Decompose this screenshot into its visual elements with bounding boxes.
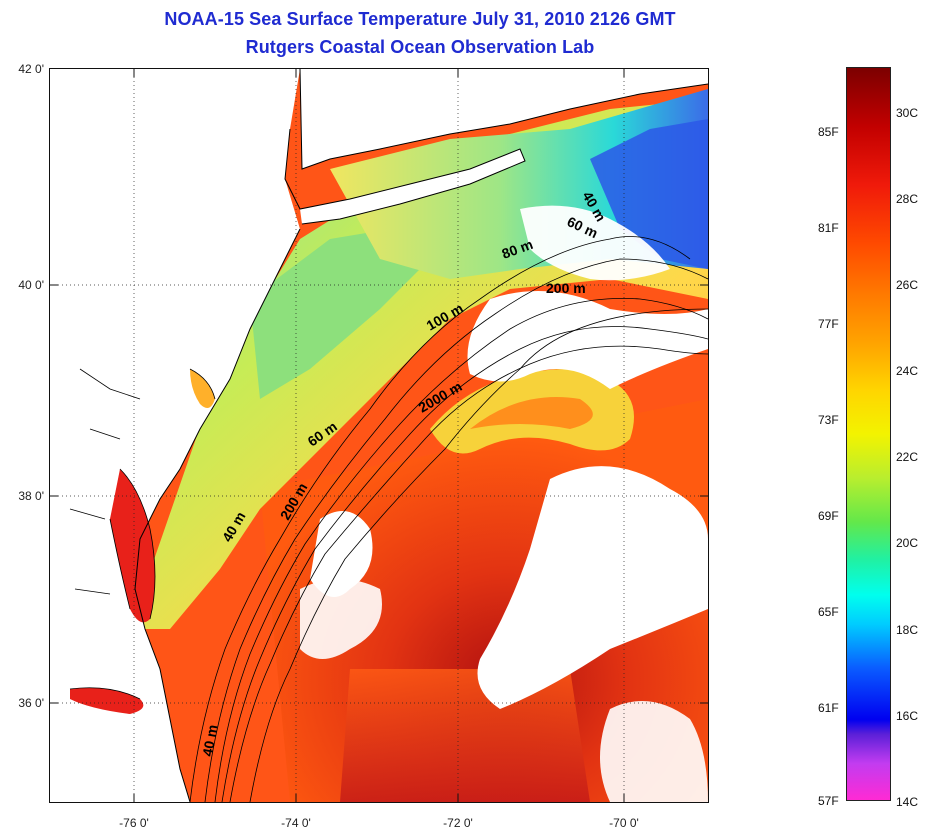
contour-label-south-40m: 40 m	[199, 723, 220, 757]
coastline	[134, 69, 708, 802]
cb-label-24C: 24C	[896, 364, 919, 378]
cb-label-77F: 77F	[818, 317, 839, 331]
sst-chesapeake-bay	[110, 469, 155, 623]
cb-label-28C: 28C	[896, 192, 919, 206]
cb-label-18C: 18C	[896, 623, 919, 637]
contour-200m	[229, 345, 708, 802]
sst-southern-hot-patch	[340, 669, 590, 802]
frame-ticks	[50, 69, 708, 802]
lon-label-74: -74 0'	[281, 816, 311, 830]
cb-label-65F: 65F	[818, 605, 839, 619]
lat-label-42: 42 0'	[18, 62, 44, 76]
sst-nj-shelf-green	[250, 229, 430, 399]
sst-pamlico-sound	[70, 687, 144, 714]
contour-100m	[221, 326, 708, 802]
lon-label-70: -70 0'	[609, 816, 639, 830]
lat-label-40: 40 0'	[18, 278, 44, 292]
bathymetry-contours	[189, 236, 708, 802]
cloud-mask-east	[477, 466, 708, 709]
lon-label-72: -72 0'	[443, 816, 473, 830]
cb-label-69F: 69F	[818, 509, 839, 523]
colorbar-gradient	[846, 67, 891, 801]
coastline-detail	[69, 368, 216, 700]
cb-label-85F: 85F	[818, 125, 839, 139]
contour-40m	[189, 236, 691, 802]
lat-label-36: 36 0'	[18, 696, 44, 710]
cb-label-73F: 73F	[818, 413, 839, 427]
cb-label-57F: 57F	[818, 794, 839, 808]
contour-label-north-200m: 200 m	[546, 280, 586, 296]
land-long-island	[300, 149, 525, 224]
cb-label-30C: 30C	[896, 106, 919, 120]
sst-delaware-bay	[190, 369, 215, 408]
contour-2000m	[249, 308, 708, 802]
map-subtitle: Rutgers Coastal Ocean Observation Lab	[245, 37, 595, 57]
cloud-mask-shelf	[520, 205, 670, 281]
cloud-mask-south-east	[600, 701, 708, 802]
temperature-colorbar	[846, 67, 891, 801]
cloud-mask-north	[467, 291, 708, 389]
cb-label-81F: 81F	[818, 221, 839, 235]
lat-label-38: 38 0'	[18, 489, 44, 503]
cb-label-16C: 16C	[896, 709, 919, 723]
sst-map-svg: 40 m 60 m 80 m 200 m 100 m 2000 m 60 m 4…	[50, 69, 708, 802]
sst-gulf-of-maine-cold	[590, 119, 708, 269]
sst-map: 40 m 60 m 80 m 200 m 100 m 2000 m 60 m 4…	[49, 68, 709, 803]
graticule	[50, 69, 708, 802]
cb-label-61F: 61F	[818, 701, 839, 715]
lon-label-76: -76 0'	[119, 816, 149, 830]
cb-label-20C: 20C	[896, 536, 919, 550]
contour-60m	[204, 258, 708, 802]
sst-ring-center	[470, 397, 593, 429]
contour-80m	[214, 298, 708, 802]
map-title: NOAA-15 Sea Surface Temperature July 31,…	[164, 9, 676, 29]
cloud-mask-lower	[300, 579, 382, 659]
cb-label-14C: 14C	[896, 795, 919, 809]
cb-label-26C: 26C	[896, 278, 919, 292]
cb-label-22C: 22C	[896, 450, 919, 464]
land-mainland	[50, 69, 300, 802]
cloud-mask-west-gulf	[310, 511, 373, 597]
